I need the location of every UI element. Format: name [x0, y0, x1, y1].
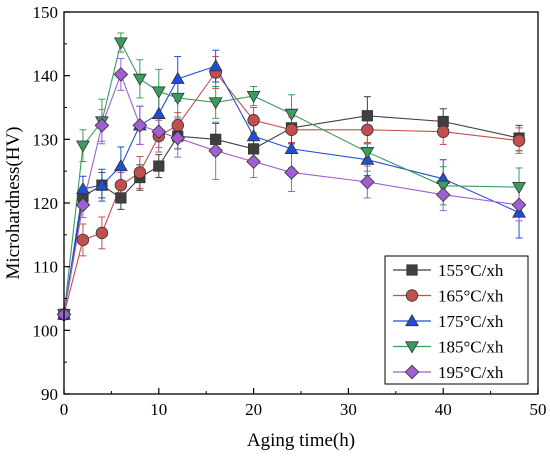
- data-point-165: [285, 123, 298, 136]
- data-point-185: [132, 73, 147, 86]
- data-point-195: [246, 154, 261, 169]
- y-tick-label: 150: [33, 3, 59, 22]
- data-point-155: [210, 133, 222, 145]
- data-point-175: [284, 141, 299, 154]
- data-point-185: [246, 90, 261, 104]
- data-point-165: [361, 123, 374, 136]
- data-point-165: [437, 125, 450, 138]
- data-point-165: [247, 114, 260, 127]
- x-tick-label: 0: [60, 400, 69, 419]
- data-point-165: [76, 233, 90, 247]
- x-axis-label: Aging time(h): [247, 430, 355, 451]
- data-point-185: [76, 140, 90, 153]
- data-point-175: [246, 129, 261, 142]
- data-point-175: [113, 159, 128, 172]
- data-point-185: [360, 146, 375, 160]
- axis-ticks: [63, 11, 539, 395]
- data-point-185: [170, 92, 185, 105]
- data-point-185: [512, 182, 526, 195]
- data-point-155: [361, 110, 373, 122]
- y-tick-label: 110: [33, 258, 58, 277]
- data-point-185: [284, 108, 299, 121]
- data-point-185: [208, 97, 223, 110]
- data-point-165: [95, 226, 109, 240]
- y-tick-label: 130: [33, 130, 59, 149]
- data-point-185: [113, 37, 128, 50]
- data-point-175: [76, 181, 90, 195]
- tick-labels: 0 10 20 30 40 50 90 100 110 120 130 140 150: [33, 3, 547, 419]
- data-point-185: [436, 180, 451, 193]
- y-tick-label: 140: [33, 67, 59, 86]
- data-point-155: [115, 192, 127, 204]
- data-point-155: [153, 160, 165, 172]
- data-point-195: [435, 187, 451, 203]
- data-point-185: [151, 86, 166, 99]
- y-tick-label: 100: [33, 321, 59, 340]
- data-point-195: [360, 174, 375, 190]
- legend-label: 195°C/xh: [438, 363, 504, 382]
- x-tick-label: 40: [435, 400, 452, 419]
- x-tick-label: 20: [245, 400, 262, 419]
- data-point-195: [284, 165, 299, 180]
- data-point-175: [151, 106, 166, 119]
- data-point-155: [437, 115, 449, 128]
- legend-marker: [405, 341, 419, 354]
- data-point-195: [208, 143, 224, 159]
- error-bars: [79, 32, 523, 257]
- legend-marker: [405, 289, 419, 302]
- data-point-195: [151, 124, 167, 140]
- x-tick-label: 30: [340, 400, 357, 419]
- data-point-195: [132, 118, 148, 133]
- legend-marker: [405, 313, 419, 327]
- data-point-175: [208, 59, 223, 72]
- legend-marker: [406, 264, 418, 276]
- legend-label: 165°C/xh: [438, 287, 504, 306]
- data-point-175: [94, 178, 109, 191]
- data-point-165: [512, 134, 526, 147]
- x-tick-label: 10: [150, 400, 167, 419]
- legend-marker: [404, 364, 420, 380]
- data-point-195: [511, 197, 527, 213]
- legend-box: [384, 255, 529, 385]
- legend-label: 155°C/xh: [438, 261, 504, 280]
- data-point-165: [171, 119, 184, 132]
- legend-label: 175°C/xh: [438, 312, 504, 331]
- x-tick-label: 50: [530, 400, 547, 419]
- data-point-175: [170, 71, 185, 84]
- y-axis-label: Microhardness(HV): [3, 126, 24, 279]
- data-point-195: [170, 130, 186, 146]
- data-point-195: [94, 118, 110, 133]
- data-point-155: [247, 143, 260, 155]
- y-tick-label: 120: [33, 194, 59, 213]
- legend: 155°C/xh 165°C/xh 175°C/xh 185°C/xh 195°C/xh: [384, 255, 529, 385]
- y-tick-label: 90: [41, 385, 58, 404]
- legend-label: 185°C/xh: [438, 338, 504, 357]
- data-point-165: [133, 166, 147, 179]
- data-point-195: [75, 197, 91, 213]
- data-point-165: [114, 178, 128, 192]
- data-point-195: [113, 67, 129, 82]
